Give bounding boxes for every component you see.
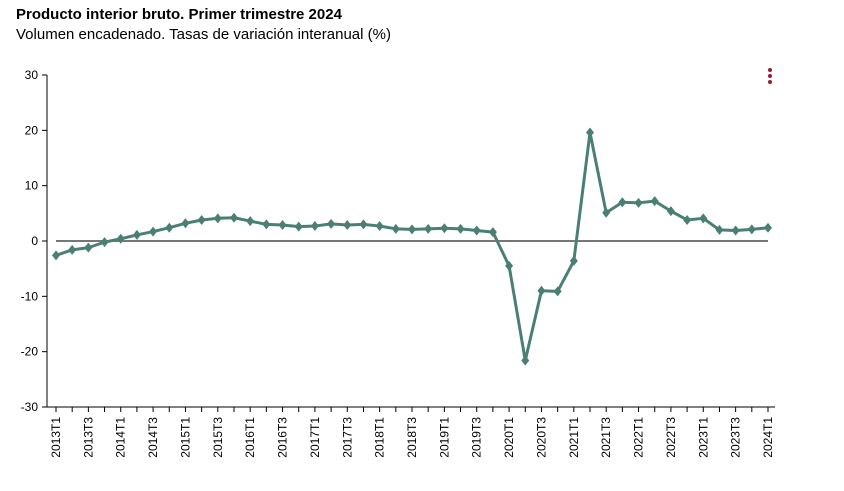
data-point[interactable]: [602, 207, 611, 218]
y-tick-label: 0: [31, 234, 38, 248]
data-point[interactable]: [537, 285, 546, 296]
data-point[interactable]: [472, 225, 481, 236]
data-point[interactable]: [731, 225, 740, 236]
data-point[interactable]: [391, 223, 400, 234]
x-tick-label: 2019T3: [470, 417, 484, 458]
x-tick-label: 2023T3: [729, 417, 743, 458]
kebab-menu-icon[interactable]: [764, 68, 776, 88]
data-point[interactable]: [375, 221, 384, 232]
x-tick-label: 2022T1: [632, 417, 646, 458]
y-tick-label: 30: [25, 68, 39, 82]
data-point[interactable]: [68, 244, 77, 255]
data-point[interactable]: [764, 222, 772, 233]
data-point[interactable]: [116, 233, 125, 244]
y-tick-label: -10: [21, 289, 39, 303]
y-tick-label: -30: [21, 400, 39, 414]
data-point[interactable]: [197, 214, 206, 225]
x-tick-label: 2015T1: [178, 417, 192, 458]
data-point[interactable]: [230, 212, 238, 223]
x-tick-label: 2013T1: [49, 417, 63, 458]
data-point[interactable]: [521, 355, 530, 366]
chart-title: Producto interior bruto. Primer trimestr…: [16, 6, 342, 23]
y-tick-label: -20: [21, 345, 39, 359]
x-tick-label: 2014T1: [114, 417, 128, 458]
data-point[interactable]: [132, 229, 141, 240]
x-tick-label: 2024T1: [761, 417, 775, 458]
data-point[interactable]: [278, 219, 287, 230]
x-tick-label: 2023T1: [696, 417, 710, 458]
data-point[interactable]: [246, 216, 255, 227]
data-point[interactable]: [553, 286, 562, 297]
data-point[interactable]: [683, 214, 692, 225]
series-line: [55, 131, 769, 363]
x-tick-label: 2017T3: [340, 417, 354, 458]
data-point[interactable]: [715, 224, 724, 235]
y-tick-label: 20: [25, 123, 39, 137]
x-tick-label: 2017T1: [308, 417, 322, 458]
x-tick-label: 2020T3: [534, 417, 548, 458]
data-point[interactable]: [149, 226, 158, 237]
data-point[interactable]: [100, 237, 109, 248]
data-point[interactable]: [262, 219, 271, 230]
x-tick-label: 2020T1: [502, 417, 516, 458]
data-point[interactable]: [408, 224, 416, 235]
data-point[interactable]: [586, 127, 594, 138]
x-tick-label: 2022T3: [664, 417, 678, 458]
y-axis: 30 20 10 0 -10 -20 -30: [21, 68, 48, 414]
x-tick-label: 2021T3: [599, 417, 613, 458]
data-point[interactable]: [440, 223, 449, 234]
data-point[interactable]: [424, 223, 433, 234]
data-point[interactable]: [181, 218, 190, 229]
data-point[interactable]: [666, 206, 675, 217]
x-tick-label: 2015T3: [211, 417, 225, 458]
x-tick-label: 2013T3: [81, 417, 95, 458]
data-point[interactable]: [569, 255, 578, 266]
x-tick-label: 2019T1: [437, 417, 451, 458]
data-point[interactable]: [310, 221, 319, 232]
x-tick-label: 2018T1: [373, 417, 387, 458]
chart-subtitle: Volumen encadenado. Tasas de variación i…: [16, 26, 391, 43]
x-axis: 2013T1 2013T3 2014T1 2014T3 2015T1 2015T3 2016…: [47, 406, 775, 458]
series-layer: [52, 127, 772, 366]
data-point[interactable]: [488, 227, 497, 238]
x-tick-label: 2016T3: [276, 417, 290, 458]
data-point[interactable]: [343, 219, 352, 230]
data-point[interactable]: [84, 242, 93, 253]
data-point[interactable]: [699, 213, 708, 224]
x-tick-label: 2014T3: [146, 417, 160, 458]
data-point[interactable]: [456, 223, 465, 234]
x-tick-label: 2021T1: [567, 417, 581, 458]
x-tick-label: 2018T3: [405, 417, 419, 458]
data-point[interactable]: [294, 221, 303, 232]
data-point[interactable]: [359, 219, 368, 230]
data-point[interactable]: [52, 250, 60, 261]
data-point[interactable]: [165, 222, 174, 233]
data-point[interactable]: [650, 196, 659, 207]
y-tick-label: 10: [25, 179, 39, 193]
data-point[interactable]: [618, 197, 627, 208]
data-point[interactable]: [327, 218, 336, 229]
data-point[interactable]: [634, 197, 643, 208]
data-point[interactable]: [505, 260, 514, 271]
data-point[interactable]: [213, 213, 222, 224]
x-tick-label: 2016T1: [243, 417, 257, 458]
data-point[interactable]: [747, 224, 756, 235]
